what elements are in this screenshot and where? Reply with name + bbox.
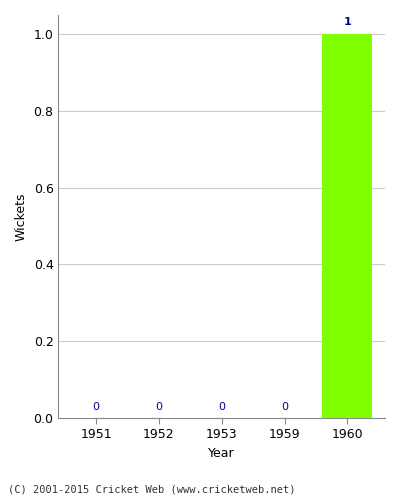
Text: 0: 0	[92, 402, 100, 412]
Bar	[322, 34, 372, 418]
Text: 0: 0	[156, 402, 162, 412]
X-axis label: Year: Year	[208, 447, 235, 460]
Text: 0: 0	[218, 402, 225, 412]
Text: (C) 2001-2015 Cricket Web (www.cricketweb.net): (C) 2001-2015 Cricket Web (www.cricketwe…	[8, 485, 296, 495]
Y-axis label: Wickets: Wickets	[15, 192, 28, 241]
Text: 0: 0	[281, 402, 288, 412]
Text: 1: 1	[344, 16, 351, 26]
